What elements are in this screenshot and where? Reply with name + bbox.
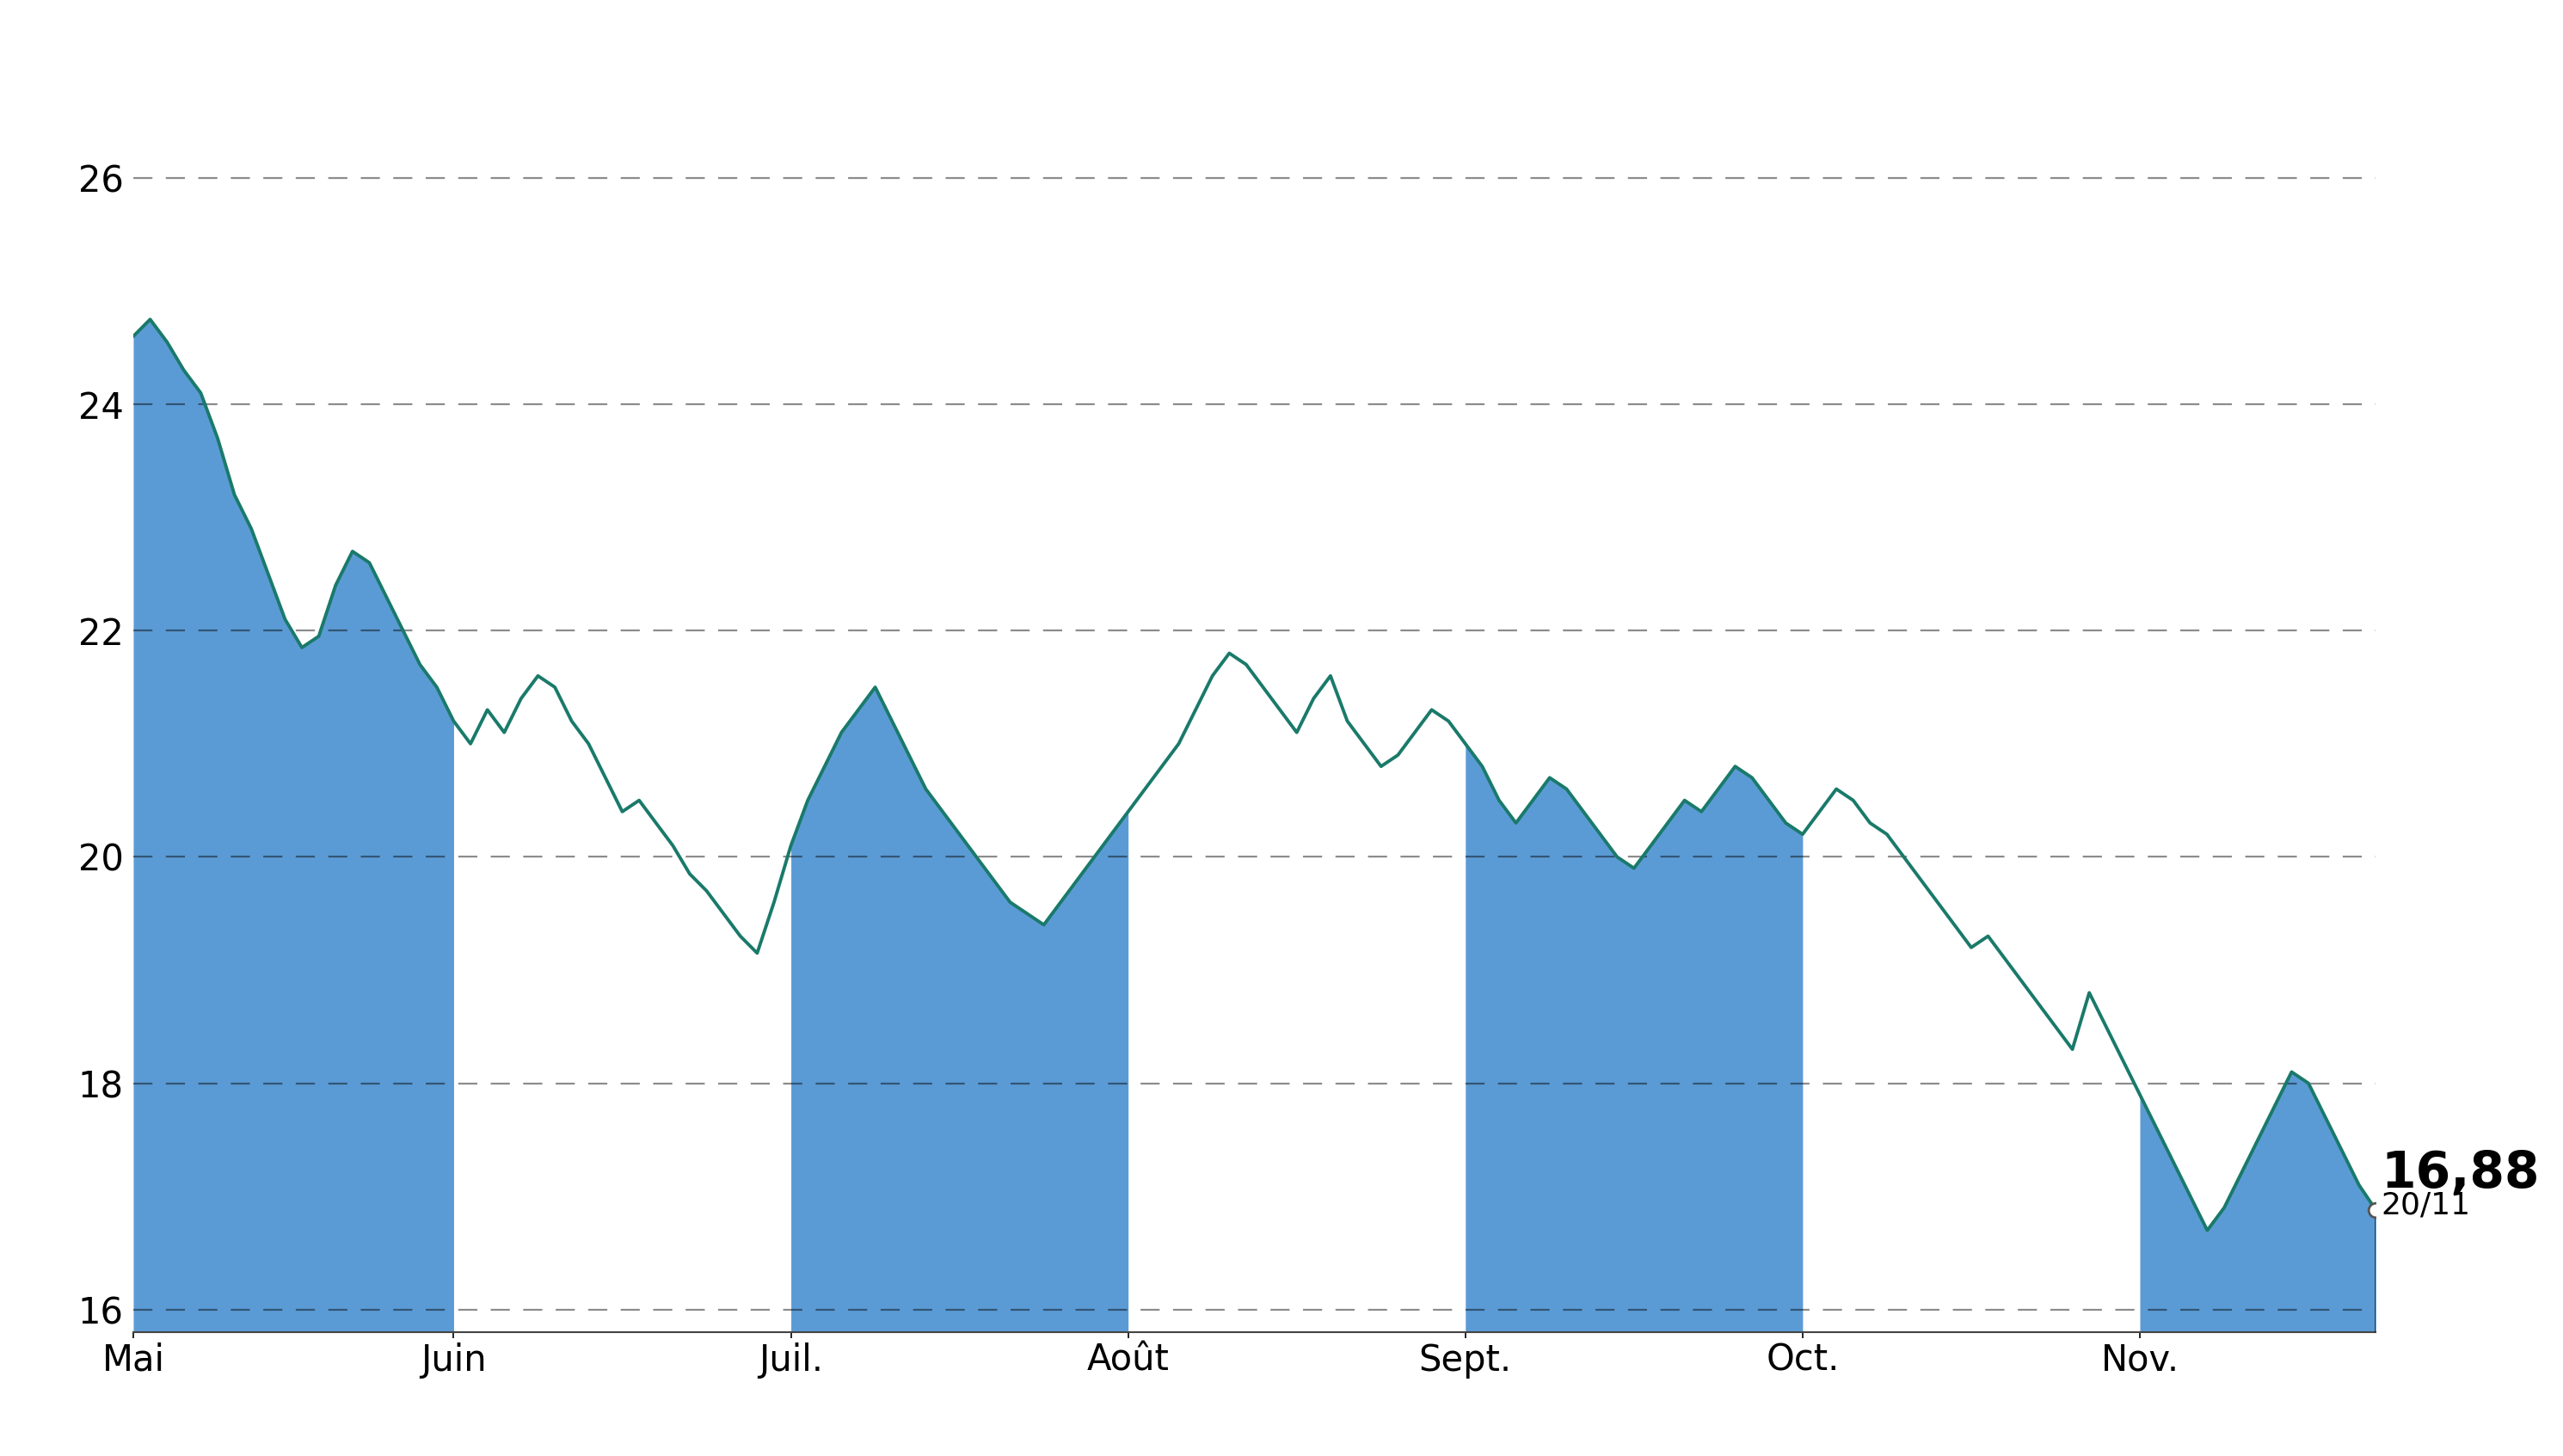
- Text: 16,88: 16,88: [2381, 1149, 2540, 1198]
- Text: SFC Energy AG: SFC Energy AG: [933, 28, 1630, 106]
- Text: 20/11: 20/11: [2381, 1191, 2471, 1220]
